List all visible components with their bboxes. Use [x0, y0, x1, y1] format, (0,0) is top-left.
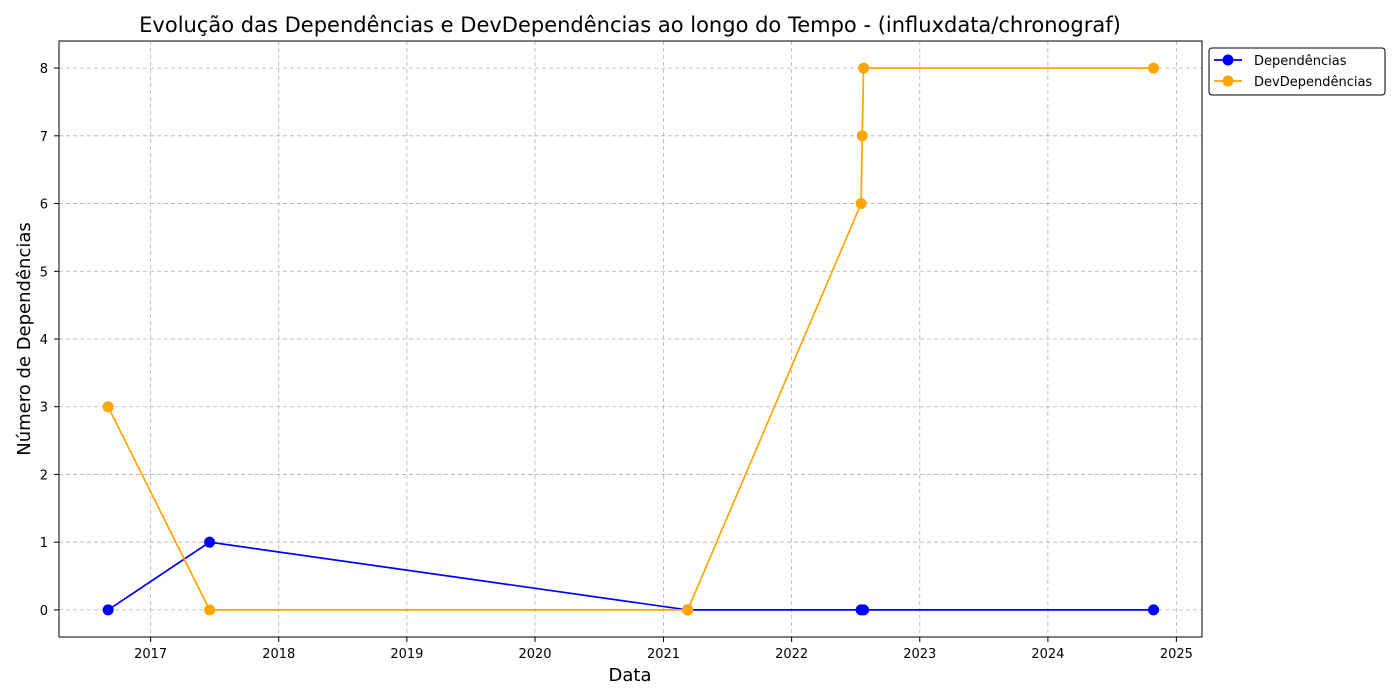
- x-tick-label: 2017: [134, 647, 167, 662]
- legend-label: Dependências: [1254, 54, 1347, 69]
- data-point: [204, 536, 216, 548]
- x-tick-label: 2021: [647, 647, 680, 662]
- x-tick-label: 2022: [775, 647, 808, 662]
- data-point: [855, 198, 867, 210]
- legend-marker: [1222, 54, 1234, 66]
- y-tick-label: 1: [40, 536, 48, 551]
- x-tick-label: 2018: [262, 647, 295, 662]
- y-tick-label: 8: [40, 62, 48, 77]
- x-tick-label: 2024: [1031, 647, 1064, 662]
- x-tick-label: 2023: [903, 647, 936, 662]
- axis-ticks: 2017 2018 2019 2020 2021 2022 2023 2024 2025 0 1 2 3…: [40, 62, 1193, 662]
- plot-frame: [58, 40, 1203, 638]
- y-tick-label: 7: [40, 130, 48, 145]
- legend-marker: [1222, 75, 1234, 87]
- data-point: [102, 604, 114, 616]
- y-tick-label: 4: [40, 333, 48, 348]
- y-tick-label: 5: [40, 265, 48, 280]
- y-axis-label: Número de Dependências: [14, 222, 35, 456]
- data-point: [102, 401, 114, 413]
- data-point: [858, 604, 870, 616]
- data-point: [204, 604, 216, 616]
- x-tick-label: 2019: [390, 647, 423, 662]
- y-tick-label: 3: [40, 401, 48, 416]
- data-point: [856, 130, 868, 142]
- x-tick-label: 2020: [518, 647, 551, 662]
- series-dependencias: [102, 536, 1160, 616]
- data-point: [1148, 604, 1160, 616]
- data-point: [682, 604, 694, 616]
- legend: Dependências DevDependências: [1208, 47, 1386, 96]
- grid: [59, 41, 1202, 637]
- data-point: [1148, 62, 1160, 74]
- data-point: [858, 62, 870, 74]
- y-tick-label: 6: [40, 198, 48, 213]
- legend-box: [1208, 47, 1386, 96]
- x-tick-label: 2025: [1160, 647, 1193, 662]
- y-tick-label: 2: [40, 468, 48, 483]
- legend-label: DevDependências: [1254, 75, 1372, 90]
- series-line: [107, 541, 1154, 611]
- chart-title: Evolução das Dependências e DevDependênc…: [139, 13, 1121, 37]
- series-devdependencias: [102, 62, 1160, 616]
- plot-area: [102, 62, 1160, 616]
- y-tick-label: 0: [40, 604, 48, 619]
- x-axis-label: Data: [609, 665, 652, 686]
